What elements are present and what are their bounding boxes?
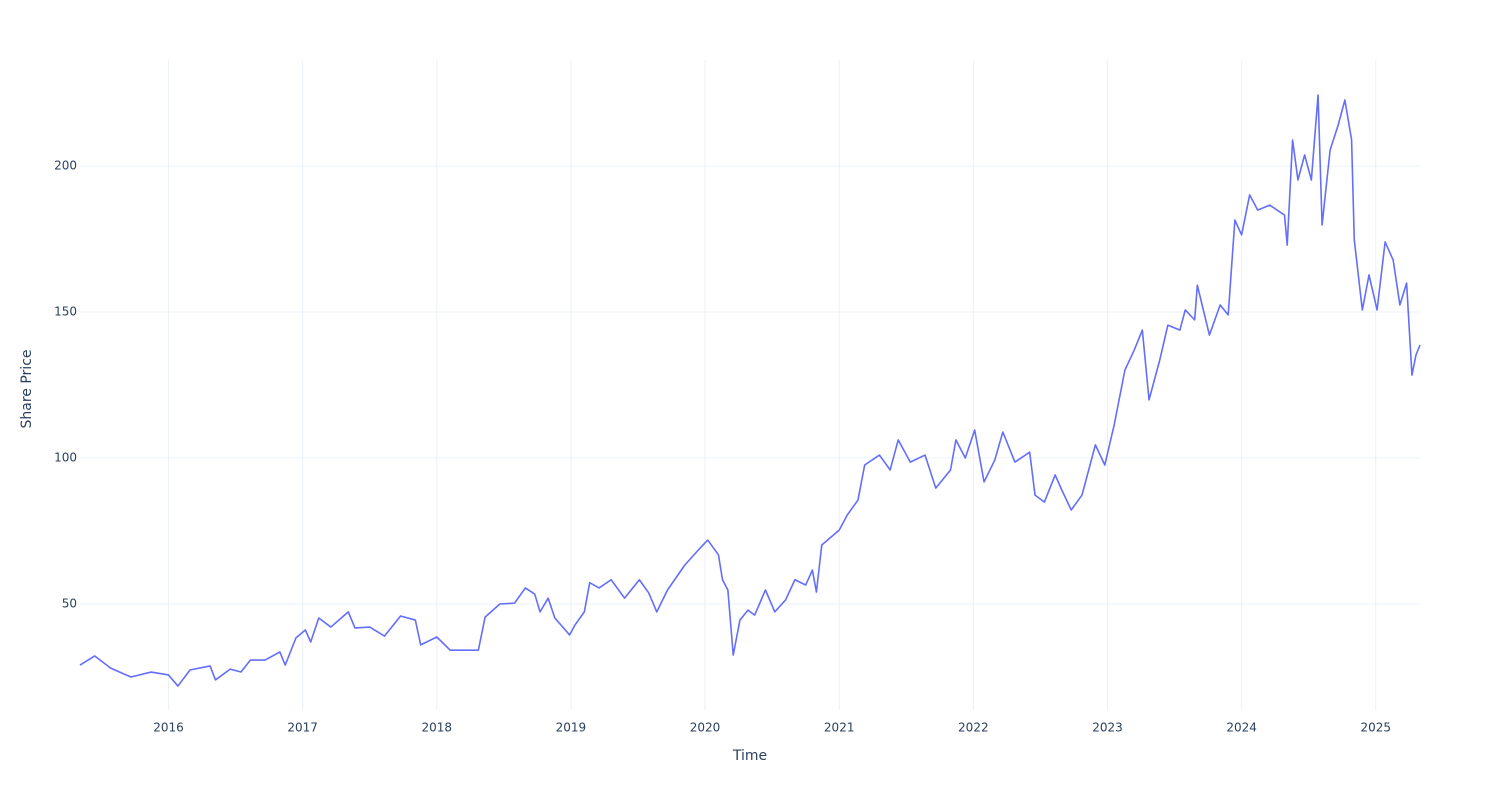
y-axis-title: Share Price [19,349,35,428]
x-tick-label: 2016 [153,721,184,735]
x-axis-title: Time [732,748,767,764]
x-tick-label: 2023 [1092,721,1123,735]
y-tick-label: 100 [54,451,77,465]
y-tick-label: 150 [54,304,77,318]
x-tick-label: 2019 [556,721,587,735]
x-tick-label: 2022 [958,721,989,735]
y-tick-label: 200 [54,158,77,172]
y-tick-label: 50 [62,597,77,611]
x-tick-label: 2020 [690,721,721,735]
x-tick-label: 2025 [1360,721,1391,735]
x-tick-label: 2018 [422,721,453,735]
x-tick-label: 2017 [287,721,318,735]
price-line [79,94,1421,687]
x-tick-label: 2024 [1226,721,1257,735]
x-tick-label: 2021 [824,721,855,735]
